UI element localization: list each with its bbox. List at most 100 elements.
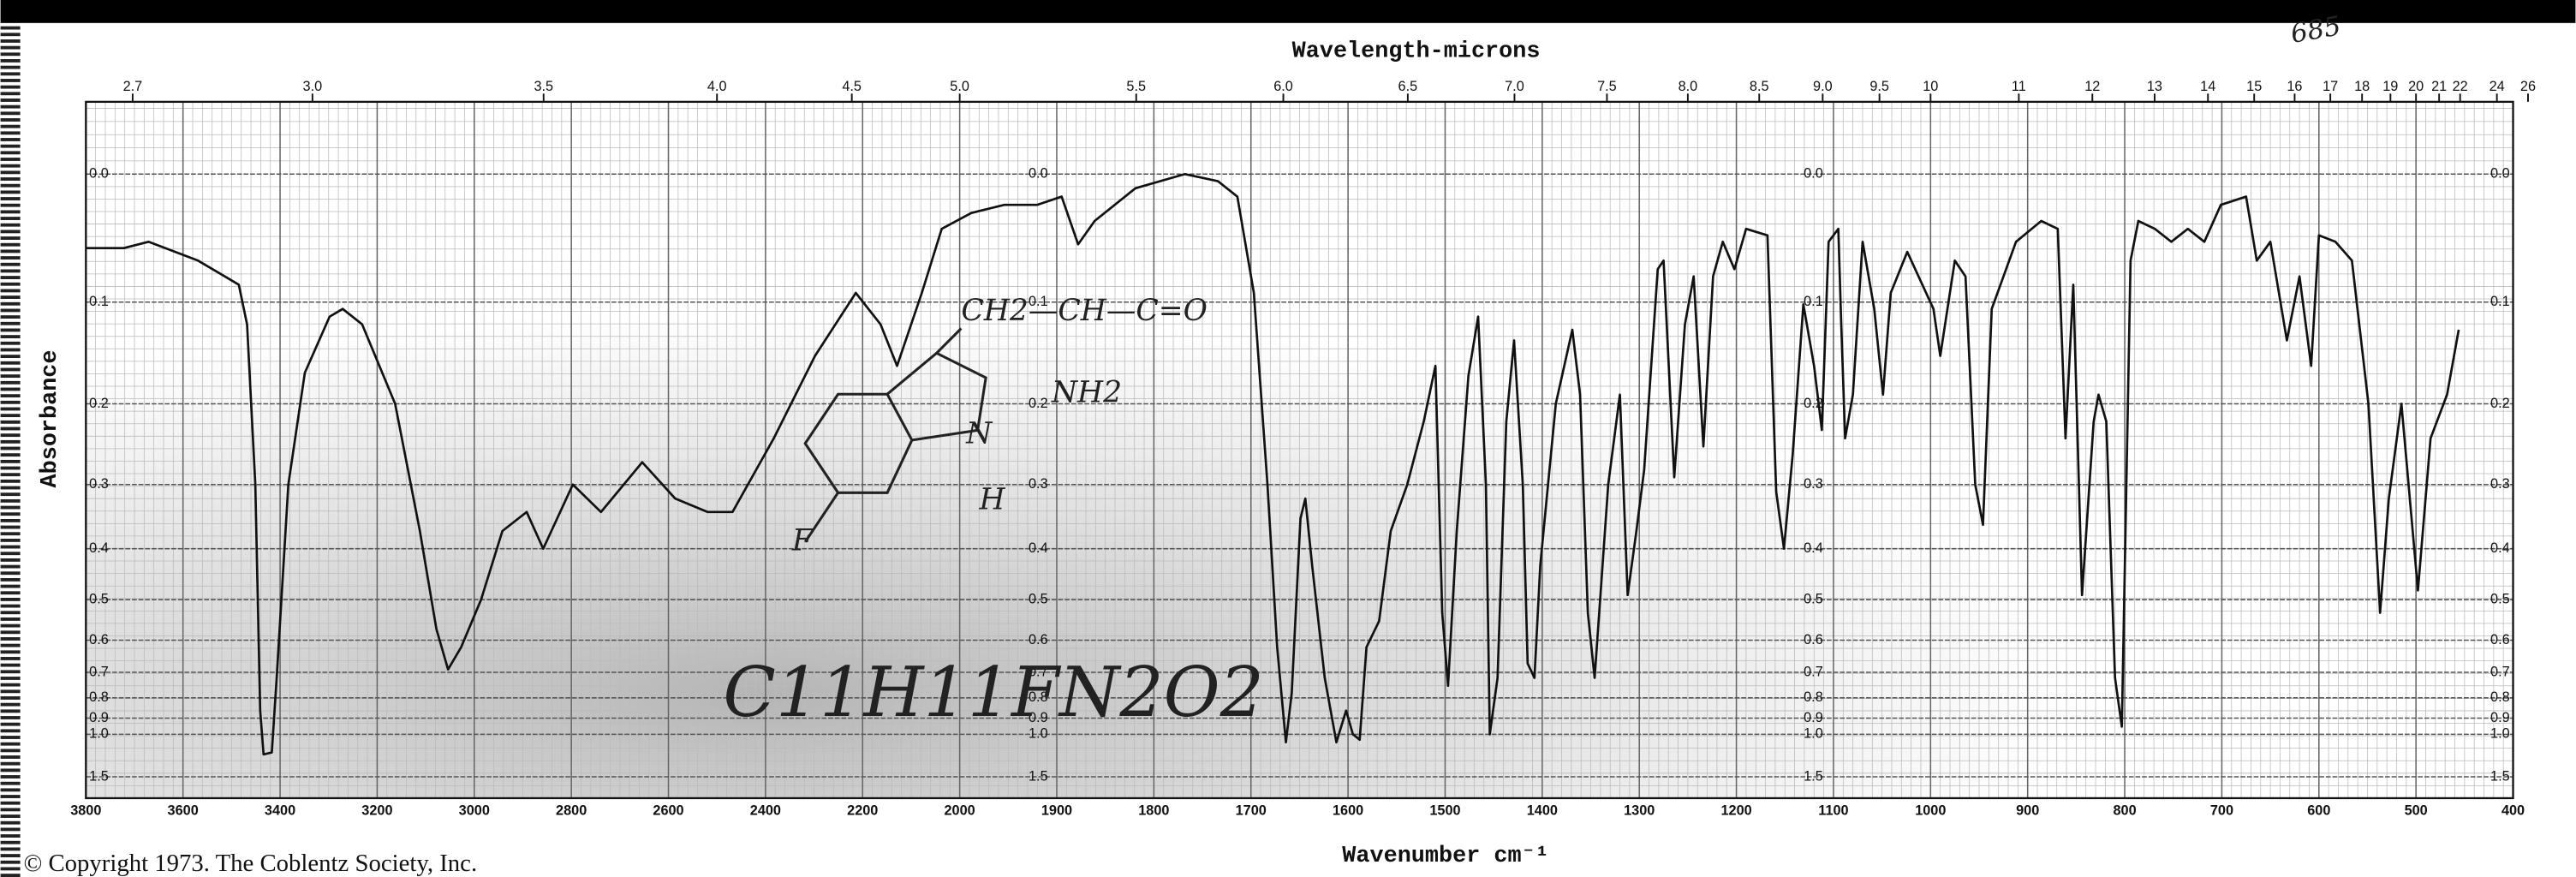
x2-tick-label: 24 bbox=[2490, 79, 2505, 94]
y-tick-label: 0.8 bbox=[1029, 689, 1048, 705]
y-tick-label: 0.9 bbox=[2490, 710, 2510, 725]
y-tick-label: 0.3 bbox=[2490, 476, 2510, 492]
x2-tick-label: 20 bbox=[2408, 79, 2424, 94]
y-tick-label: 0.6 bbox=[1029, 632, 1048, 647]
x2-tick-label: 2.7 bbox=[123, 79, 143, 94]
y-tick-label: 0.7 bbox=[1029, 664, 1048, 679]
handwritten-note: NH2 bbox=[1051, 376, 1122, 410]
bond bbox=[935, 327, 963, 355]
structure bbox=[803, 327, 987, 543]
x-tick-label: 1300 bbox=[1624, 803, 1655, 819]
y-tick-label: 0.8 bbox=[89, 689, 109, 705]
y-tick-label: 0.9 bbox=[1804, 710, 1823, 725]
y-tick-label: 0.4 bbox=[1029, 540, 1048, 556]
x-tick-label: 1600 bbox=[1333, 803, 1363, 819]
x2-tick-label: 9.5 bbox=[1869, 79, 1889, 94]
y-tick-label: 0.7 bbox=[2490, 664, 2510, 679]
x2-tick-label: 12 bbox=[2084, 79, 2100, 94]
x2-tick-label: 21 bbox=[2431, 79, 2447, 94]
y-tick-label: 0.5 bbox=[1029, 591, 1048, 606]
x-tick-label: 1800 bbox=[1138, 803, 1169, 819]
y-tick-label: 0.0 bbox=[89, 166, 109, 182]
x2-tick-label: 3.5 bbox=[534, 79, 553, 94]
y-tick-label: 0.8 bbox=[1804, 689, 1823, 705]
x2-tick-label: 19 bbox=[2382, 79, 2398, 94]
y-tick-label: 0.7 bbox=[1804, 664, 1823, 679]
x2-tick-label: 18 bbox=[2354, 79, 2370, 94]
y-tick-label: 0.9 bbox=[89, 710, 109, 725]
y-tick-label: 1.5 bbox=[1804, 768, 1823, 784]
pyrrole-ring bbox=[886, 351, 987, 442]
handwritten-note: N bbox=[965, 417, 993, 451]
x-tick-label: 3000 bbox=[459, 803, 490, 819]
y-tick-label: 0.1 bbox=[1029, 294, 1048, 309]
y-tick-label: 0.1 bbox=[2490, 294, 2510, 309]
x-tick-label: 2400 bbox=[750, 803, 781, 819]
y-tick-label: 1.0 bbox=[2490, 726, 2510, 742]
handwritten-note: H bbox=[978, 482, 1005, 516]
x-tick-label: 3200 bbox=[361, 803, 392, 819]
y-tick-label: 0.4 bbox=[89, 540, 109, 556]
copyright: © Copyright 1973. The Coblentz Society, … bbox=[23, 850, 477, 877]
y-tick-label: 0.3 bbox=[1029, 476, 1048, 492]
handwritten-note: CH2—CH—C=O bbox=[961, 294, 1208, 328]
x-tick-label: 3800 bbox=[70, 803, 101, 819]
x-axis-title: Wavenumber cm⁻¹ bbox=[1342, 844, 1549, 869]
y-tick-label: 0.2 bbox=[2490, 396, 2510, 411]
x2-tick-label: 6.0 bbox=[1273, 79, 1293, 94]
spectrum-line bbox=[86, 172, 2460, 756]
x-tick-label: 1100 bbox=[1818, 803, 1848, 819]
x-tick-label: 1000 bbox=[1915, 803, 1946, 819]
y-tick-label: 0.0 bbox=[1029, 166, 1048, 182]
y-tick-label: 1.5 bbox=[1029, 768, 1048, 784]
y-tick-label: 1.0 bbox=[1804, 726, 1823, 742]
x-tick-label: 1200 bbox=[1720, 803, 1751, 819]
x2-tick-label: 15 bbox=[2246, 79, 2262, 94]
x2-tick-label: 17 bbox=[2323, 79, 2338, 94]
top-border bbox=[0, 0, 2576, 23]
plot-frame bbox=[85, 100, 2514, 800]
x2-tick-label: 6.5 bbox=[1398, 79, 1418, 94]
x-tick-label: 700 bbox=[2210, 803, 2233, 819]
y-tick-label: 0.3 bbox=[89, 476, 109, 492]
grid bbox=[85, 101, 2514, 798]
x-tick-label: 1400 bbox=[1527, 803, 1558, 819]
x-tick-label: 800 bbox=[2113, 803, 2136, 819]
y-tick-label: 0.9 bbox=[1029, 710, 1048, 725]
y-tick-label: 0.5 bbox=[2490, 591, 2510, 606]
y-tick-label: 0.3 bbox=[1804, 476, 1823, 492]
y-tick-label: 0.8 bbox=[2490, 689, 2510, 705]
bond bbox=[803, 492, 839, 543]
x-tick-label: 2200 bbox=[847, 803, 878, 819]
y-tick-label: 0.0 bbox=[1804, 166, 1823, 182]
x2-tick-label: 4.5 bbox=[842, 79, 862, 94]
x2-tick-label: 4.0 bbox=[707, 79, 727, 94]
y-tick-label: 0.7 bbox=[89, 664, 109, 679]
y-tick-label: 0.6 bbox=[89, 632, 109, 647]
y-tick-label: 0.4 bbox=[1804, 540, 1823, 556]
x-tick-label: 900 bbox=[2016, 803, 2039, 819]
x2-tick-label: 8.5 bbox=[1750, 79, 1769, 94]
x2-tick-label: 22 bbox=[2453, 79, 2468, 94]
x2-tick-label: 5.0 bbox=[950, 79, 969, 94]
x2-tick-label: 14 bbox=[2200, 79, 2215, 94]
x2-tick-label: 7.5 bbox=[1597, 79, 1617, 94]
y-tick-label: 0.6 bbox=[1804, 632, 1823, 647]
x-tick-label: 2000 bbox=[945, 803, 975, 819]
y-tick-label: 1.5 bbox=[89, 768, 109, 784]
y-tick-label: 1.0 bbox=[89, 726, 109, 742]
y-tick-label: 0.1 bbox=[1804, 294, 1823, 309]
handwritten-note: F bbox=[791, 523, 814, 558]
y-tick-label: 0.6 bbox=[2490, 632, 2510, 647]
x-tick-label: 3400 bbox=[265, 803, 295, 819]
x2-tick-label: 8.0 bbox=[1679, 79, 1698, 94]
x-tick-label: 600 bbox=[2307, 803, 2330, 819]
y-tick-label: 0.4 bbox=[2490, 540, 2510, 556]
x-tick-label: 1500 bbox=[1429, 803, 1460, 819]
x2-tick-label: 10 bbox=[1923, 79, 1938, 94]
x2-tick-label: 5.5 bbox=[1126, 79, 1146, 94]
x2-tick-label: 11 bbox=[2012, 79, 2026, 94]
y-tick-label: 1.0 bbox=[1029, 726, 1048, 742]
